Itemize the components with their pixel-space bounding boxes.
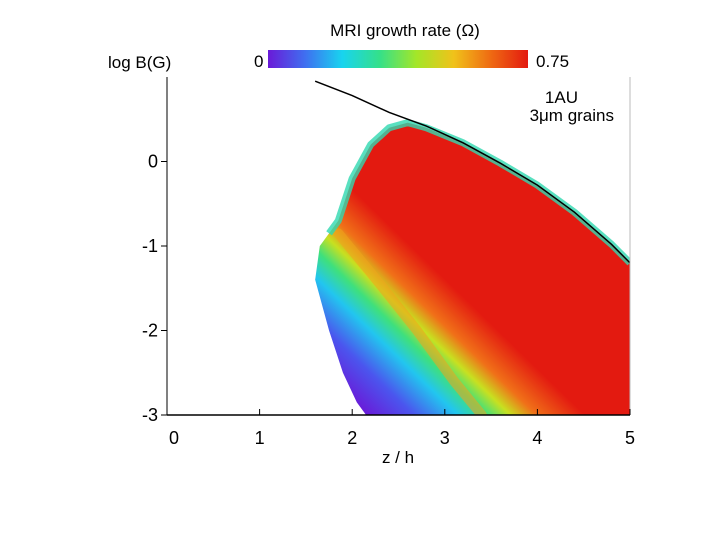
chart-title: MRI growth rate (Ω) xyxy=(330,21,480,40)
y-tick-label: -2 xyxy=(142,321,158,341)
x-tick-label: 1 xyxy=(255,428,265,448)
x-axis-label: z / h xyxy=(382,448,414,467)
boundary-curve xyxy=(314,80,630,264)
y-axis-label: log B(G) xyxy=(108,53,171,72)
heatmap-ridge xyxy=(333,228,487,415)
colorbar xyxy=(268,50,528,68)
heatmap-layer xyxy=(314,80,630,415)
colorbar-min-label: 0 xyxy=(254,52,263,71)
x-tick-label: 2 xyxy=(347,428,357,448)
x-tick-label: 3 xyxy=(440,428,450,448)
x-tick-label: 0 xyxy=(169,428,179,448)
annotation-grains: 3μm grains xyxy=(530,106,614,125)
y-tick-label: 0 xyxy=(148,152,158,172)
y-tick-label: -1 xyxy=(142,236,158,256)
x-tick-label: 5 xyxy=(625,428,635,448)
y-tick-label: -3 xyxy=(142,405,158,425)
x-tick-label: 4 xyxy=(532,428,542,448)
y-ticks: 0 -1 -2 -3 xyxy=(142,152,167,425)
colorbar-max-label: 0.75 xyxy=(536,52,569,71)
annotation-location: 1AU xyxy=(545,88,578,107)
x-ticks: 0 1 2 3 4 5 xyxy=(166,409,635,448)
